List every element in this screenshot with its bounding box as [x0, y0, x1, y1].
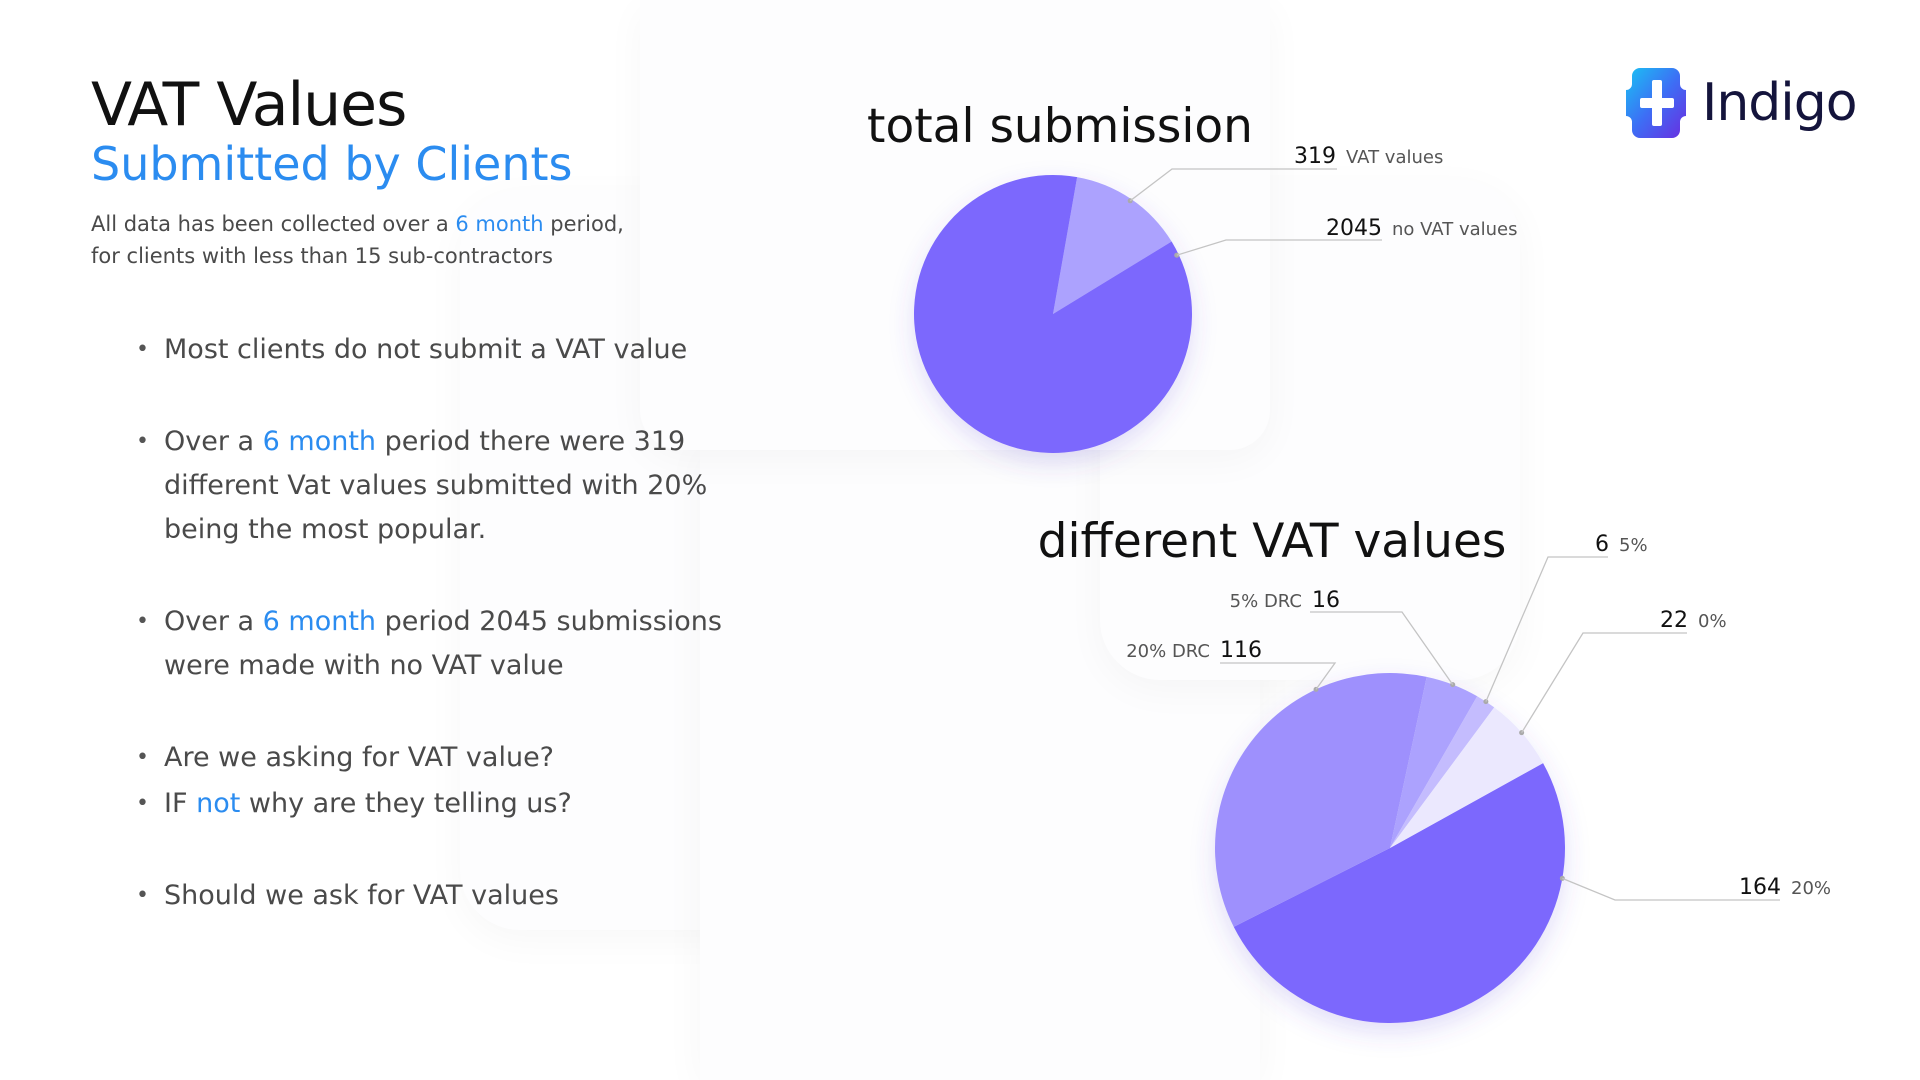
intro-text-pre: All data has been collected over a: [91, 212, 456, 236]
leader-line: [1485, 556, 1608, 702]
pie-slice: [1390, 696, 1495, 848]
chart-title: different VAT values: [1038, 514, 1507, 569]
bullet-text: Most clients do not submit a VAT value: [164, 334, 688, 365]
slice-label: no VAT values: [1392, 219, 1517, 240]
leader-line: [1176, 239, 1382, 256]
intro-line-1: All data has been collected over a 6 mon…: [91, 208, 624, 240]
slice-label: 5% DRC: [1230, 591, 1302, 612]
pie-slice: [1053, 177, 1172, 314]
slice-value: 319: [1294, 144, 1336, 169]
bullet-item: Most clients do not submit a VAT value: [136, 328, 736, 372]
bullet-text-post: period there were 319 different Vat valu…: [164, 426, 708, 545]
intro-text-post: period,: [543, 212, 624, 236]
pie-slices: [1214, 673, 1565, 1023]
intro-line-2: for clients with less than 15 sub-contra…: [91, 244, 553, 268]
pie-slice: [1233, 763, 1565, 1023]
bullet-text-post: period 2045 submissions were made with n…: [164, 606, 722, 681]
bullet-item: Should we ask for VAT values: [136, 874, 736, 918]
different-vat-values-chart: different VAT values 164 20% 20% DRC 116 5% …: [1038, 514, 1831, 1023]
bullet-item: IF not why are they telling us?: [136, 782, 736, 826]
pie-slices: [914, 175, 1193, 453]
pie-annotations: 164 20% 20% DRC 116 5% DRC 16 6 5% 22 0%: [1126, 532, 1831, 901]
leader-line: [1562, 877, 1780, 901]
bullet-text-pre: IF: [164, 788, 197, 819]
slice-value: 2045: [1326, 216, 1382, 241]
bullet-item: Are we asking for VAT value?: [136, 736, 736, 780]
leader-line: [1521, 632, 1687, 734]
slice-value: 22: [1660, 608, 1688, 633]
bullet-highlight: 6 month: [262, 426, 377, 457]
slice-value: 16: [1312, 588, 1340, 613]
leader-line: [1129, 168, 1337, 202]
pie-slice: [1390, 707, 1544, 848]
page-subtitle: Submitted by Clients: [91, 137, 573, 191]
total-submission-chart: total submission 319 VAT values 2045 no VAT…: [867, 99, 1517, 453]
slice-value: 6: [1595, 532, 1609, 557]
bullet-highlight: not: [196, 788, 241, 819]
slice-label: VAT values: [1346, 147, 1443, 168]
slice-label: 5%: [1619, 535, 1648, 556]
leader-line: [1220, 662, 1337, 690]
bullet-text-post: why are they telling us?: [240, 788, 572, 819]
leader-line: [1310, 611, 1454, 685]
logo: Indigo: [1626, 66, 1858, 140]
bullet-highlight: 6 month: [262, 606, 377, 637]
page-title: VAT Values: [91, 70, 407, 140]
slice-label: 0%: [1698, 611, 1727, 632]
indigo-logo-icon: [1626, 68, 1686, 138]
bullet-text: Are we asking for VAT value?: [164, 742, 555, 773]
bullet-list: Most clients do not submit a VAT value O…: [136, 328, 736, 918]
bullet-text: Should we ask for VAT values: [164, 880, 559, 911]
bullet-text-pre: Over a: [164, 606, 263, 637]
slice-value: 164: [1739, 875, 1781, 900]
pie-slice: [1390, 676, 1478, 848]
bullet-text-pre: Over a: [164, 426, 263, 457]
slice-label: 20% DRC: [1126, 641, 1210, 662]
intro-text: All data has been collected over a 6 mon…: [91, 208, 624, 272]
pie-slice: [914, 175, 1193, 453]
bullet-item: Over a 6 month period there were 319 dif…: [136, 420, 736, 552]
logo-text: Indigo: [1702, 73, 1858, 133]
slice-label: 20%: [1791, 878, 1831, 899]
intro-highlight: 6 month: [455, 212, 544, 236]
pie-annotations: 319 VAT values 2045 no VAT values: [1127, 144, 1517, 258]
slice-value: 116: [1220, 638, 1262, 663]
chart-title: total submission: [867, 99, 1253, 154]
pie-slice: [1214, 673, 1427, 927]
bullet-item: Over a 6 month period 2045 submissions w…: [136, 600, 736, 688]
